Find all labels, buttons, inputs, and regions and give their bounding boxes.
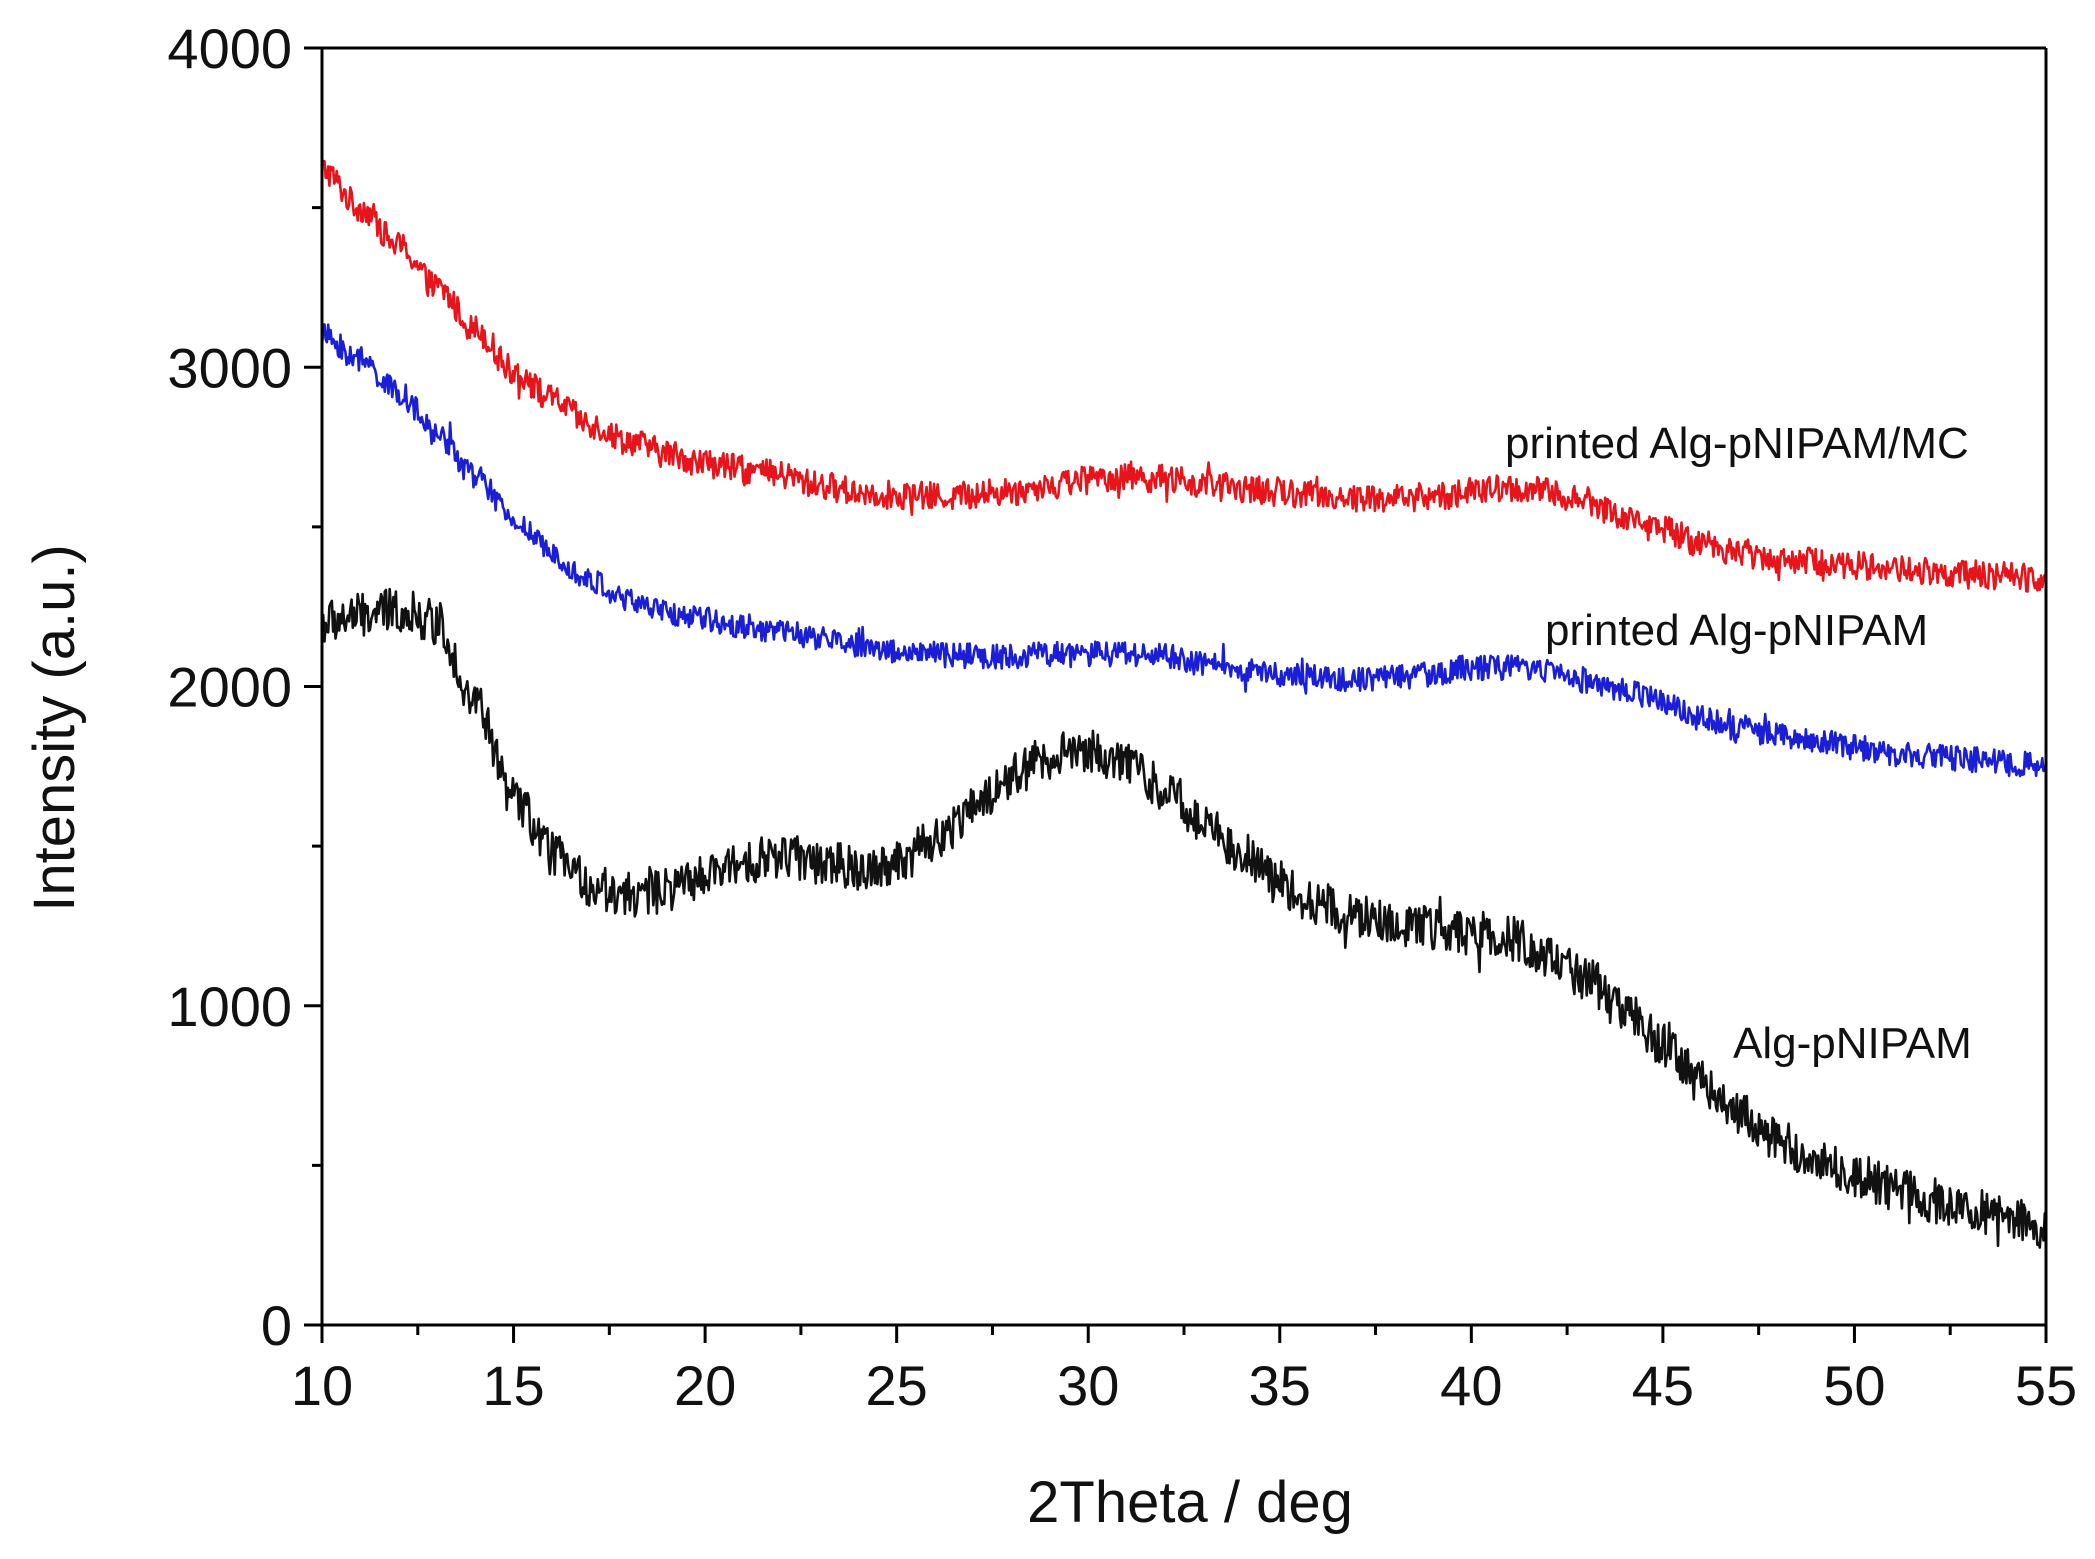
x-tick-label: 10 bbox=[291, 1354, 353, 1417]
series-lines bbox=[320, 159, 2048, 1249]
y-tick-label: 3000 bbox=[167, 336, 292, 399]
series-line-2 bbox=[320, 323, 2048, 778]
y-tick-label: 2000 bbox=[167, 656, 292, 719]
series-label-1: printed Alg-pNIPAM/MC bbox=[1505, 419, 1969, 468]
series-label-3: Alg-pNIPAM bbox=[1733, 1019, 1972, 1068]
tick-marks bbox=[304, 46, 2048, 1343]
x-tick-label: 55 bbox=[2015, 1354, 2077, 1417]
x-tick-label: 50 bbox=[1823, 1354, 1885, 1417]
series-label-2: printed Alg-pNIPAM bbox=[1545, 606, 1928, 655]
x-tick-label: 15 bbox=[482, 1354, 544, 1417]
x-tick-label: 40 bbox=[1440, 1354, 1502, 1417]
x-tick-label: 20 bbox=[674, 1354, 736, 1417]
series-labels: printed Alg-pNIPAM/MC printed Alg-pNIPAM A… bbox=[1505, 419, 1972, 1068]
series-line-3 bbox=[320, 587, 2048, 1249]
x-tick-label: 25 bbox=[866, 1354, 928, 1417]
x-axis-title: 2Theta / deg bbox=[1027, 1470, 1353, 1535]
x-tick-label: 30 bbox=[1057, 1354, 1119, 1417]
x-tick-label: 45 bbox=[1632, 1354, 1694, 1417]
tick-labels: 10 15 20 25 30 35 40 45 50 55 0 1000 2000 3000 4000 bbox=[167, 17, 2077, 1417]
y-tick-label: 1000 bbox=[167, 975, 292, 1038]
y-tick-label: 4000 bbox=[167, 17, 292, 80]
y-axis-title: Intensity (a.u.) bbox=[22, 544, 87, 911]
x-tick-label: 35 bbox=[1249, 1354, 1311, 1417]
y-tick-label: 0 bbox=[261, 1294, 292, 1357]
series-line-1 bbox=[321, 159, 2048, 593]
